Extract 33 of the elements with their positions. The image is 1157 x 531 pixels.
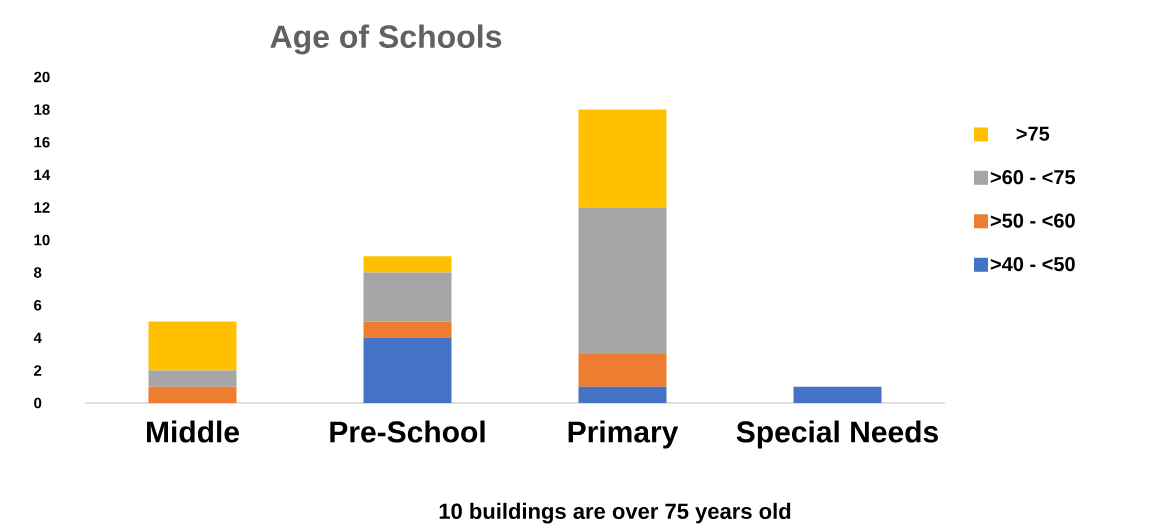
legend-label: >75 xyxy=(1016,126,1050,141)
bar xyxy=(148,321,237,371)
x-tick-label: Middle xyxy=(147,420,239,443)
y-tick-label: 2 xyxy=(34,365,42,376)
bar xyxy=(578,109,667,208)
bar xyxy=(363,272,452,322)
y-tick-label: 14 xyxy=(34,169,51,180)
bar xyxy=(363,337,452,403)
y-tick-label: 0 xyxy=(34,397,42,409)
y-tick-label: 12 xyxy=(34,202,50,213)
bar xyxy=(148,386,237,403)
bar xyxy=(578,354,667,387)
x-tick-label: Special Needs xyxy=(736,420,938,449)
y-tick-label: 20 xyxy=(34,71,50,83)
bar xyxy=(148,370,237,387)
chart-title: Age of Schools xyxy=(270,24,502,55)
legend-label: >60 - <75 xyxy=(990,170,1076,185)
bar xyxy=(363,321,452,338)
x-tick-label: Pre-School xyxy=(330,420,485,443)
bar xyxy=(793,386,882,403)
text: 10 buildings are over 75 years old xyxy=(439,502,791,524)
y-tick-label: 8 xyxy=(34,267,42,278)
bar xyxy=(363,256,452,273)
y-tick-label: 16 xyxy=(34,136,50,148)
y-tick-label: 18 xyxy=(34,104,50,115)
y-tick-label: 10 xyxy=(34,234,50,246)
legend-label: >50 - <60 xyxy=(990,213,1075,228)
bar xyxy=(578,386,667,403)
y-tick-label: 4 xyxy=(33,332,42,343)
y-tick-label: 6 xyxy=(34,299,42,311)
x-tick-label: Primary xyxy=(568,420,679,449)
legend-label: >40 - <50 xyxy=(990,257,1075,272)
bar xyxy=(578,207,667,355)
